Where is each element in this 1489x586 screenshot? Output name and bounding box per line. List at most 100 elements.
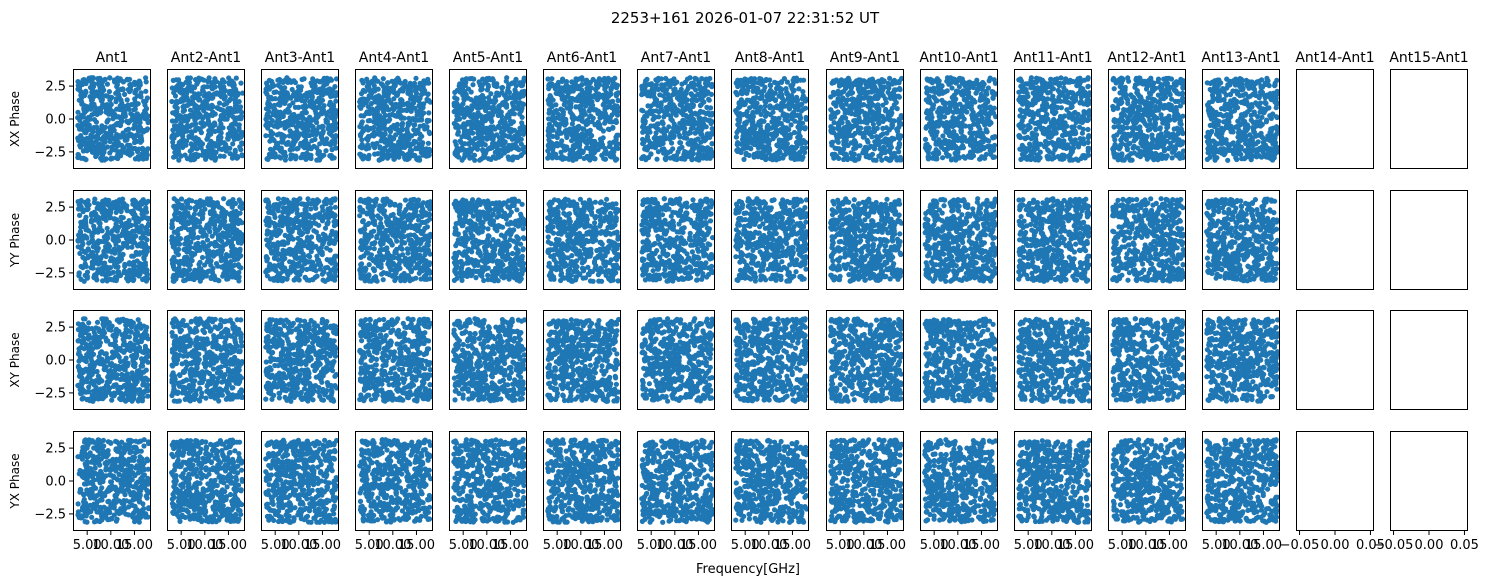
scatter-point (85, 246, 91, 252)
panel-grid: Ant1−2.50.02.5XX Phase−2.50.02.5YY Phase… (8, 50, 1479, 553)
scatter-point (105, 448, 111, 454)
scatter-point (221, 109, 227, 116)
scatter-point (198, 228, 204, 234)
scatter-point (231, 209, 237, 215)
scatter-point (227, 491, 234, 498)
scatter-point (235, 458, 241, 464)
scatter-point (201, 123, 207, 129)
scatter-point (79, 380, 86, 386)
scatter-point (140, 382, 146, 388)
scatter-point (90, 388, 97, 394)
scatter-point (267, 84, 273, 90)
scatter-point (205, 253, 211, 259)
scatter-point (124, 467, 130, 473)
scatter-point (181, 450, 187, 456)
scatter-point (112, 250, 118, 256)
scatter-point (215, 236, 222, 242)
scatter-point (185, 502, 191, 508)
scatter-point (182, 396, 188, 402)
scatter-point (104, 144, 111, 150)
scatter-point (90, 244, 96, 250)
scatter-point (107, 214, 114, 220)
scatter-point (187, 205, 193, 211)
scatter-point (124, 476, 130, 482)
scatter-point (176, 241, 183, 247)
scatter-point (224, 100, 230, 106)
scatter-point (101, 139, 107, 145)
scatter-point (75, 501, 81, 507)
scatter-point (236, 127, 242, 133)
scatter-point (115, 247, 121, 253)
scatter-point (121, 145, 127, 151)
scatter-point (172, 333, 179, 339)
scatter-point (188, 388, 194, 394)
scatter-point (186, 240, 192, 246)
scatter-point (237, 210, 243, 216)
y-tick-label: −2.5 (34, 386, 66, 401)
scatter-point (195, 218, 201, 224)
scatter-point (212, 230, 219, 236)
scatter-point (134, 324, 140, 330)
scatter-point (124, 77, 131, 83)
scatter-point (169, 377, 175, 383)
scatter-point (202, 354, 208, 360)
scatter-point (101, 239, 107, 245)
scatter-point (212, 387, 218, 393)
scatter-point (183, 142, 189, 148)
scatter-point (176, 157, 182, 163)
scatter-point (124, 387, 130, 393)
scatter-point (82, 103, 88, 109)
scatter-point (192, 91, 198, 97)
scatter-point (233, 75, 239, 81)
scatter-point (81, 278, 87, 284)
scatter-point (171, 144, 177, 151)
scatter-point (171, 383, 177, 389)
scatter-point (282, 108, 289, 114)
scatter-point (234, 487, 240, 493)
scatter-point (203, 341, 210, 347)
scatter-point (263, 133, 269, 139)
scatter-point (228, 480, 234, 486)
scatter-point (137, 498, 143, 504)
scatter-point (99, 378, 105, 384)
scatter-point (307, 114, 313, 120)
scatter-point (175, 380, 181, 387)
scatter-point (313, 110, 319, 116)
scatter-point (227, 440, 233, 446)
scatter-point (216, 204, 222, 210)
scatter-point (137, 271, 143, 277)
scatter-point (215, 249, 221, 255)
scatter-point (81, 496, 87, 503)
scatter-point (104, 225, 110, 231)
scatter-point (105, 379, 111, 385)
scatter-point (141, 443, 147, 449)
scatter-point (183, 236, 189, 242)
scatter-point (292, 116, 298, 122)
scatter-point (142, 269, 148, 275)
scatter-point (75, 199, 81, 205)
scatter-point (86, 384, 92, 390)
scatter-point (125, 393, 131, 399)
scatter-point (130, 320, 136, 326)
scatter-point (232, 448, 238, 454)
scatter-point (275, 77, 281, 83)
scatter-point (143, 493, 149, 499)
scatter-point (119, 439, 125, 445)
figure-title: 2253+161 2026-01-07 22:31:52 UT (611, 9, 880, 27)
scatter-point (120, 509, 126, 515)
scatter-point (291, 78, 297, 84)
scatter-point (131, 135, 137, 142)
scatter-point (304, 266, 310, 272)
scatter-point (331, 240, 337, 246)
scatter-point (237, 391, 243, 397)
scatter-point (193, 141, 199, 147)
scatter-point (278, 99, 284, 106)
scatter-point (214, 448, 220, 454)
scatter-point (135, 513, 141, 519)
scatter-point (191, 152, 197, 158)
scatter-point (86, 333, 92, 339)
scatter-point (194, 345, 200, 351)
scatter-point (189, 84, 195, 90)
scatter-point (313, 114, 319, 120)
scatter-point (236, 380, 242, 387)
